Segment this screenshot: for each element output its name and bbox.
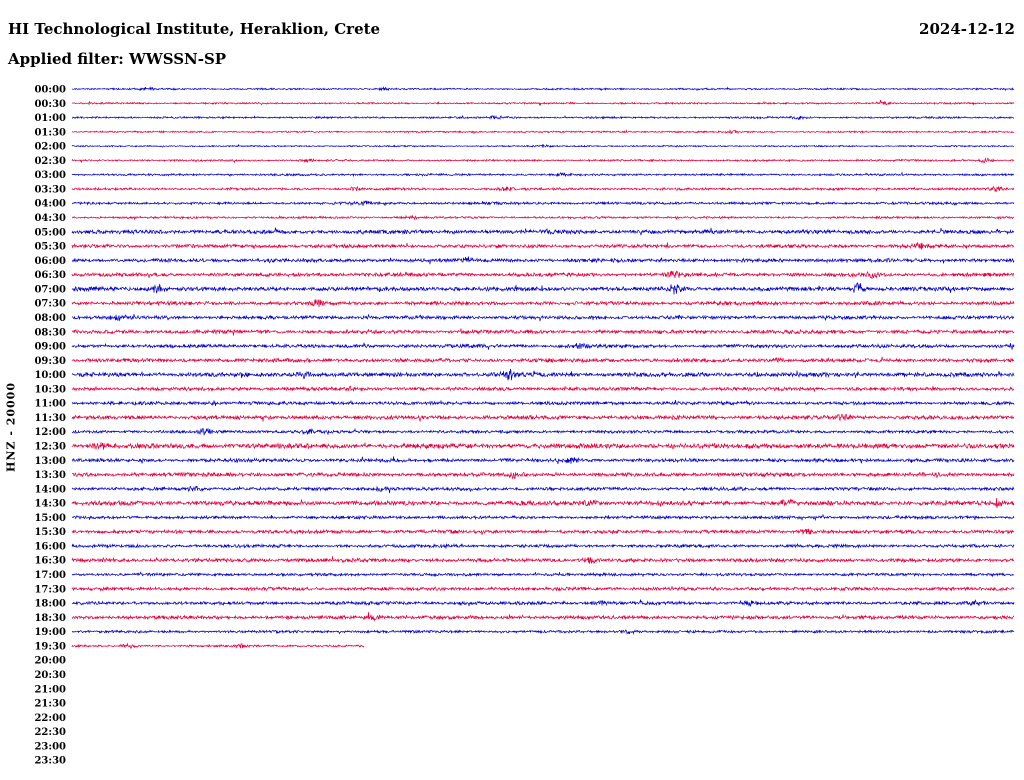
time-label: 05:00 (34, 227, 66, 238)
time-label: 08:30 (34, 327, 66, 338)
seismo-trace (71, 256, 1015, 265)
time-label: 14:00 (34, 484, 66, 495)
time-label: 00:00 (34, 85, 66, 96)
time-label: 11:30 (34, 413, 66, 424)
seismo-trace (71, 599, 1015, 608)
seismo-trace (71, 542, 1015, 549)
seismo-trace (71, 270, 1015, 279)
time-label: 15:30 (34, 527, 66, 538)
time-label: 20:00 (34, 656, 66, 667)
seismo-trace (71, 185, 1015, 193)
time-label: 03:00 (34, 170, 66, 181)
seismo-trace (71, 299, 1015, 308)
seismo-trace (71, 427, 1015, 436)
time-label: 17:30 (34, 584, 66, 595)
seismo-trace (71, 214, 1015, 221)
seismo-trace (71, 471, 1015, 480)
station-title: HI Technological Institute, Heraklion, C… (8, 20, 381, 38)
seismo-trace (71, 114, 1015, 121)
seismo-trace (71, 143, 1015, 148)
seismo-trace (71, 313, 1015, 322)
seismo-trace (71, 356, 1015, 364)
time-label: 16:00 (34, 542, 66, 553)
seismo-trace (71, 528, 1015, 536)
time-label: 08:00 (34, 313, 66, 324)
time-label: 16:30 (34, 556, 66, 567)
time-label: 22:30 (34, 727, 66, 738)
time-label: 18:30 (34, 613, 66, 624)
time-label: 03:30 (34, 185, 66, 196)
seismo-trace (71, 200, 1015, 207)
seismo-trace (71, 227, 1015, 236)
time-label: 12:00 (34, 427, 66, 438)
seismo-trace (71, 128, 1015, 135)
seismo-trace (71, 413, 1015, 422)
time-label: 22:00 (34, 713, 66, 724)
time-label: 13:30 (34, 470, 66, 481)
time-label: 11:00 (34, 399, 66, 410)
seismo-trace (71, 556, 1015, 564)
time-label: 01:30 (34, 127, 66, 138)
seismo-trace (71, 513, 1015, 522)
time-label: 02:30 (34, 156, 66, 167)
time-label: 12:30 (34, 442, 66, 453)
time-label: 10:30 (34, 384, 66, 395)
time-label: 19:30 (34, 641, 66, 652)
time-label: 23:00 (34, 741, 66, 752)
time-label: 07:00 (34, 284, 66, 295)
seismo-trace (71, 385, 1015, 393)
time-label: 02:00 (34, 142, 66, 153)
time-label: 04:30 (34, 213, 66, 224)
time-label: 01:00 (34, 113, 66, 124)
time-label: 07:30 (34, 299, 66, 310)
time-label: 09:00 (34, 342, 66, 353)
seismo-trace (71, 485, 1015, 494)
time-label: 06:30 (34, 270, 66, 281)
seismo-trace (71, 498, 1015, 508)
time-label: 06:00 (34, 256, 66, 267)
time-label: 04:00 (34, 199, 66, 210)
time-label: 00:30 (34, 99, 66, 110)
applied-filter-label: Applied filter: WWSSN-SP (8, 50, 227, 68)
record-date: 2024-12-12 (919, 20, 1015, 38)
time-label: 21:00 (34, 684, 66, 695)
time-label: 17:00 (34, 570, 66, 581)
time-label: 20:30 (34, 670, 66, 681)
seismo-trace (71, 157, 1015, 164)
seismo-trace (71, 241, 1015, 250)
time-label: 05:30 (34, 242, 66, 253)
seismo-trace (71, 642, 365, 649)
seismo-trace (71, 571, 1015, 578)
time-label: 18:00 (34, 599, 66, 610)
time-label: 19:00 (34, 627, 66, 638)
seismo-trace (71, 282, 1015, 295)
seismo-trace (71, 328, 1015, 336)
seismo-trace (71, 629, 1015, 635)
time-label: 09:30 (34, 356, 66, 367)
time-label: 21:30 (34, 699, 66, 710)
time-label: 23:30 (34, 756, 66, 767)
seismo-trace (71, 368, 1015, 381)
time-label: 10:00 (34, 370, 66, 381)
time-label: 15:00 (34, 513, 66, 524)
seismo-trace (71, 456, 1015, 465)
seismo-trace (71, 342, 1015, 350)
seismo-trace (71, 399, 1015, 406)
time-label: 13:00 (34, 456, 66, 467)
seismo-trace (71, 99, 1015, 107)
seismo-trace (71, 171, 1015, 178)
time-label: 14:30 (34, 499, 66, 510)
seismo-trace (71, 86, 1015, 92)
seismo-trace (71, 585, 1015, 592)
seismo-trace (71, 612, 1015, 622)
seismo-trace (71, 442, 1015, 451)
